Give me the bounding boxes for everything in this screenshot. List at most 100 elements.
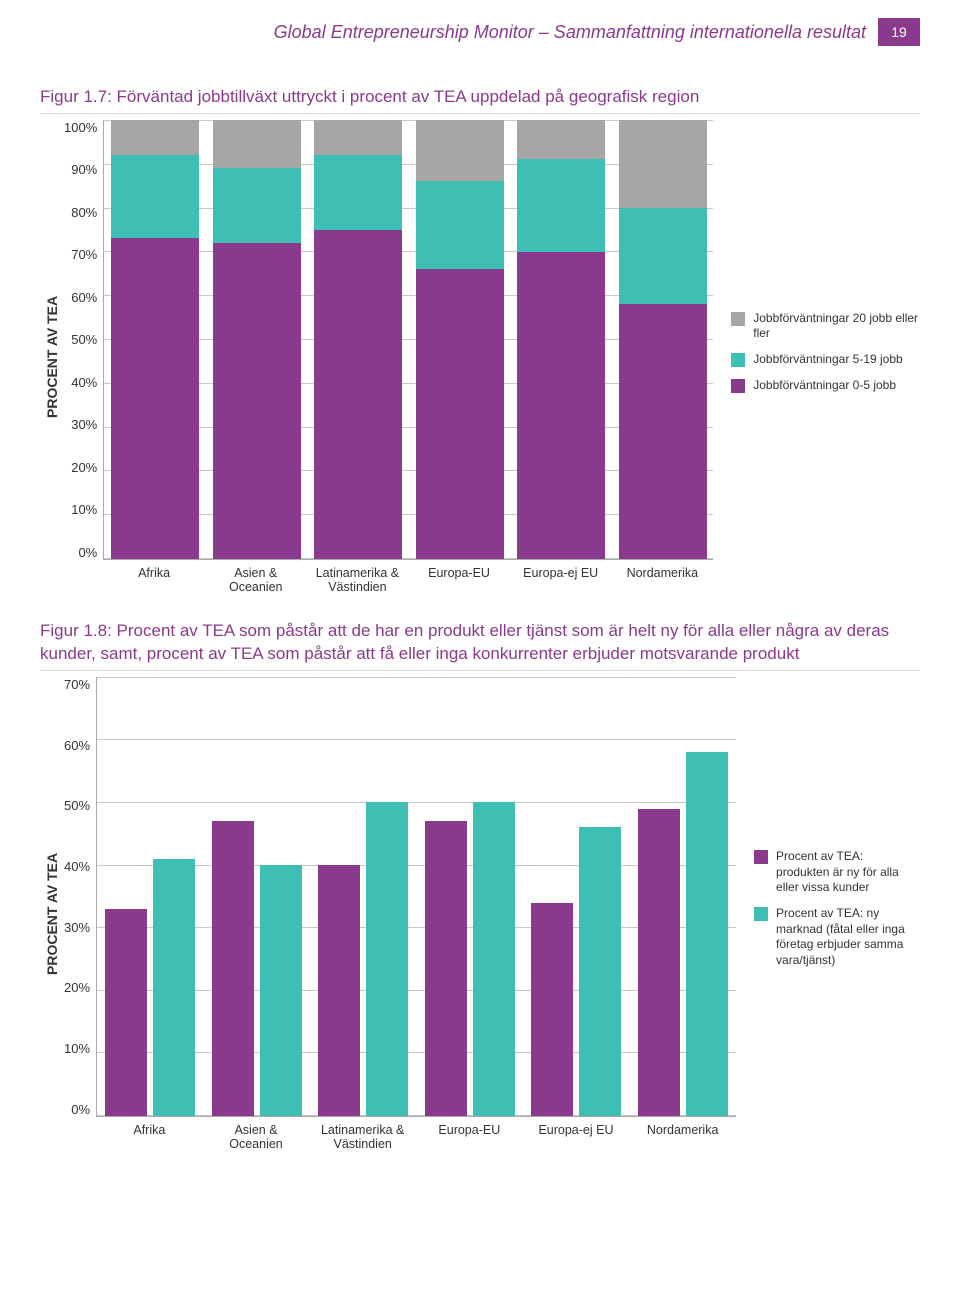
x-tick-label: Nordamerika xyxy=(612,566,712,594)
legend-swatch xyxy=(754,850,768,864)
stacked-bar xyxy=(619,120,707,559)
legend-swatch xyxy=(731,353,745,367)
x-tick-label: Afrika xyxy=(99,1123,199,1151)
header-title: Global Entrepreneurship Monitor – Samman… xyxy=(274,22,866,43)
page-header: Global Entrepreneurship Monitor – Samman… xyxy=(40,0,920,76)
bar-group xyxy=(638,677,728,1116)
x-tick-label: Europa-ej EU xyxy=(526,1123,626,1151)
bar xyxy=(105,909,147,1116)
y-tick-label: 30% xyxy=(64,920,90,935)
y-tick-label: 90% xyxy=(71,162,97,177)
bar-segment xyxy=(111,120,199,155)
bar xyxy=(153,859,195,1116)
y-tick-label: 0% xyxy=(71,1102,90,1117)
x-tick-label: Asien & Oceanien xyxy=(206,566,306,594)
y-tick-label: 70% xyxy=(71,247,97,262)
chart1-y-ticks: 100%90%80%70%60%50%40%30%20%10%0% xyxy=(64,120,103,560)
bar-segment xyxy=(517,252,605,559)
bar-group xyxy=(105,677,195,1116)
x-tick-label: Asien & Oceanien xyxy=(206,1123,306,1151)
bar-segment xyxy=(416,181,504,269)
bar-segment xyxy=(619,304,707,559)
chart2-bars xyxy=(97,677,736,1116)
y-tick-label: 10% xyxy=(64,1041,90,1056)
bar-segment xyxy=(619,208,707,305)
y-tick-label: 20% xyxy=(71,460,97,475)
bar xyxy=(473,802,515,1116)
x-tick-label: Europa-ej EU xyxy=(511,566,611,594)
figure-1-7-caption: Figur 1.7: Förväntad jobbtillväxt uttryc… xyxy=(40,86,920,114)
bar xyxy=(260,865,302,1116)
y-tick-label: 10% xyxy=(71,502,97,517)
stacked-bar xyxy=(314,120,402,559)
chart2-legend: Procent av TEA: produkten är ny för alla… xyxy=(736,677,906,1151)
bar-segment xyxy=(314,230,402,559)
legend-label: Procent av TEA: produkten är ny för alla… xyxy=(776,849,906,896)
y-tick-label: 60% xyxy=(71,290,97,305)
chart1-y-axis-label: PROCENT AV TEA xyxy=(40,120,64,594)
bar-segment xyxy=(213,243,301,559)
y-tick-label: 60% xyxy=(64,738,90,753)
x-tick-label: Latinamerika & Västindien xyxy=(307,566,407,594)
y-tick-label: 70% xyxy=(64,677,90,692)
stacked-bar xyxy=(213,120,301,559)
bar-segment xyxy=(416,120,504,181)
bar-segment xyxy=(314,155,402,230)
bar xyxy=(425,821,467,1116)
x-tick-label: Latinamerika & Västindien xyxy=(313,1123,413,1151)
legend-label: Jobbförväntningar 0-5 jobb xyxy=(753,378,896,394)
bar-segment xyxy=(517,120,605,160)
bar-segment xyxy=(213,168,301,243)
y-tick-label: 80% xyxy=(71,205,97,220)
bar xyxy=(579,827,621,1115)
bar xyxy=(318,865,360,1116)
bar-segment xyxy=(416,269,504,559)
bar-segment xyxy=(111,155,199,238)
chart1-legend: Jobbförväntningar 20 jobb eller fler Jobb… xyxy=(713,120,920,594)
legend-item: Procent av TEA: produkten är ny för alla… xyxy=(754,849,906,896)
bar xyxy=(212,821,254,1116)
y-tick-label: 0% xyxy=(78,545,97,560)
legend-label: Procent av TEA: ny marknad (fåtal eller … xyxy=(776,906,906,968)
y-tick-label: 100% xyxy=(64,120,97,135)
chart2-y-axis-label: PROCENT AV TEA xyxy=(40,677,64,1151)
x-tick-label: Nordamerika xyxy=(633,1123,733,1151)
x-tick-label: Europa-EU xyxy=(409,566,509,594)
bar-group xyxy=(318,677,408,1116)
chart-1-7: PROCENT AV TEA 100%90%80%70%60%50%40%30%… xyxy=(40,120,920,594)
bar-segment xyxy=(314,120,402,155)
bar-segment xyxy=(517,159,605,251)
bar-group xyxy=(212,677,302,1116)
bar-segment xyxy=(619,120,707,208)
chart1-plot-area xyxy=(103,120,713,560)
chart2-x-labels: AfrikaAsien & OceanienLatinamerika & Väs… xyxy=(96,1123,736,1151)
bar-segment xyxy=(111,238,199,558)
chart-1-8: PROCENT AV TEA 70% 60% 50% 40% 30% 20% 10% 0% A… xyxy=(40,677,920,1151)
legend-item: Procent av TEA: ny marknad (fåtal eller … xyxy=(754,906,906,968)
legend-item: Jobbförväntningar 20 jobb eller fler xyxy=(731,311,920,342)
bar xyxy=(366,802,408,1116)
bar xyxy=(686,752,728,1116)
chart1-x-labels: AfrikaAsien & OceanienLatinamerika & Väs… xyxy=(103,566,713,594)
stacked-bar xyxy=(111,120,199,559)
x-tick-label: Europa-EU xyxy=(419,1123,519,1151)
y-tick-label: 40% xyxy=(64,859,90,874)
bar xyxy=(638,809,680,1116)
chart2-plot-area xyxy=(96,677,736,1117)
y-tick-label: 20% xyxy=(64,980,90,995)
bar-segment xyxy=(213,120,301,168)
x-tick-label: Afrika xyxy=(104,566,204,594)
legend-swatch xyxy=(754,907,768,921)
chart1-bars xyxy=(104,120,713,559)
y-tick-label: 30% xyxy=(71,417,97,432)
legend-label: Jobbförväntningar 20 jobb eller fler xyxy=(753,311,920,342)
bar xyxy=(531,903,573,1116)
bar-group xyxy=(531,677,621,1116)
chart2-y-ticks: 70% 60% 50% 40% 30% 20% 10% 0% xyxy=(64,677,96,1117)
legend-label: Jobbförväntningar 5-19 jobb xyxy=(753,352,902,368)
legend-swatch xyxy=(731,379,745,393)
page-number: 19 xyxy=(878,18,920,46)
legend-item: Jobbförväntningar 5-19 jobb xyxy=(731,352,920,368)
figure-1-8-caption: Figur 1.8: Procent av TEA som påstår att… xyxy=(40,620,920,671)
y-tick-label: 50% xyxy=(64,798,90,813)
